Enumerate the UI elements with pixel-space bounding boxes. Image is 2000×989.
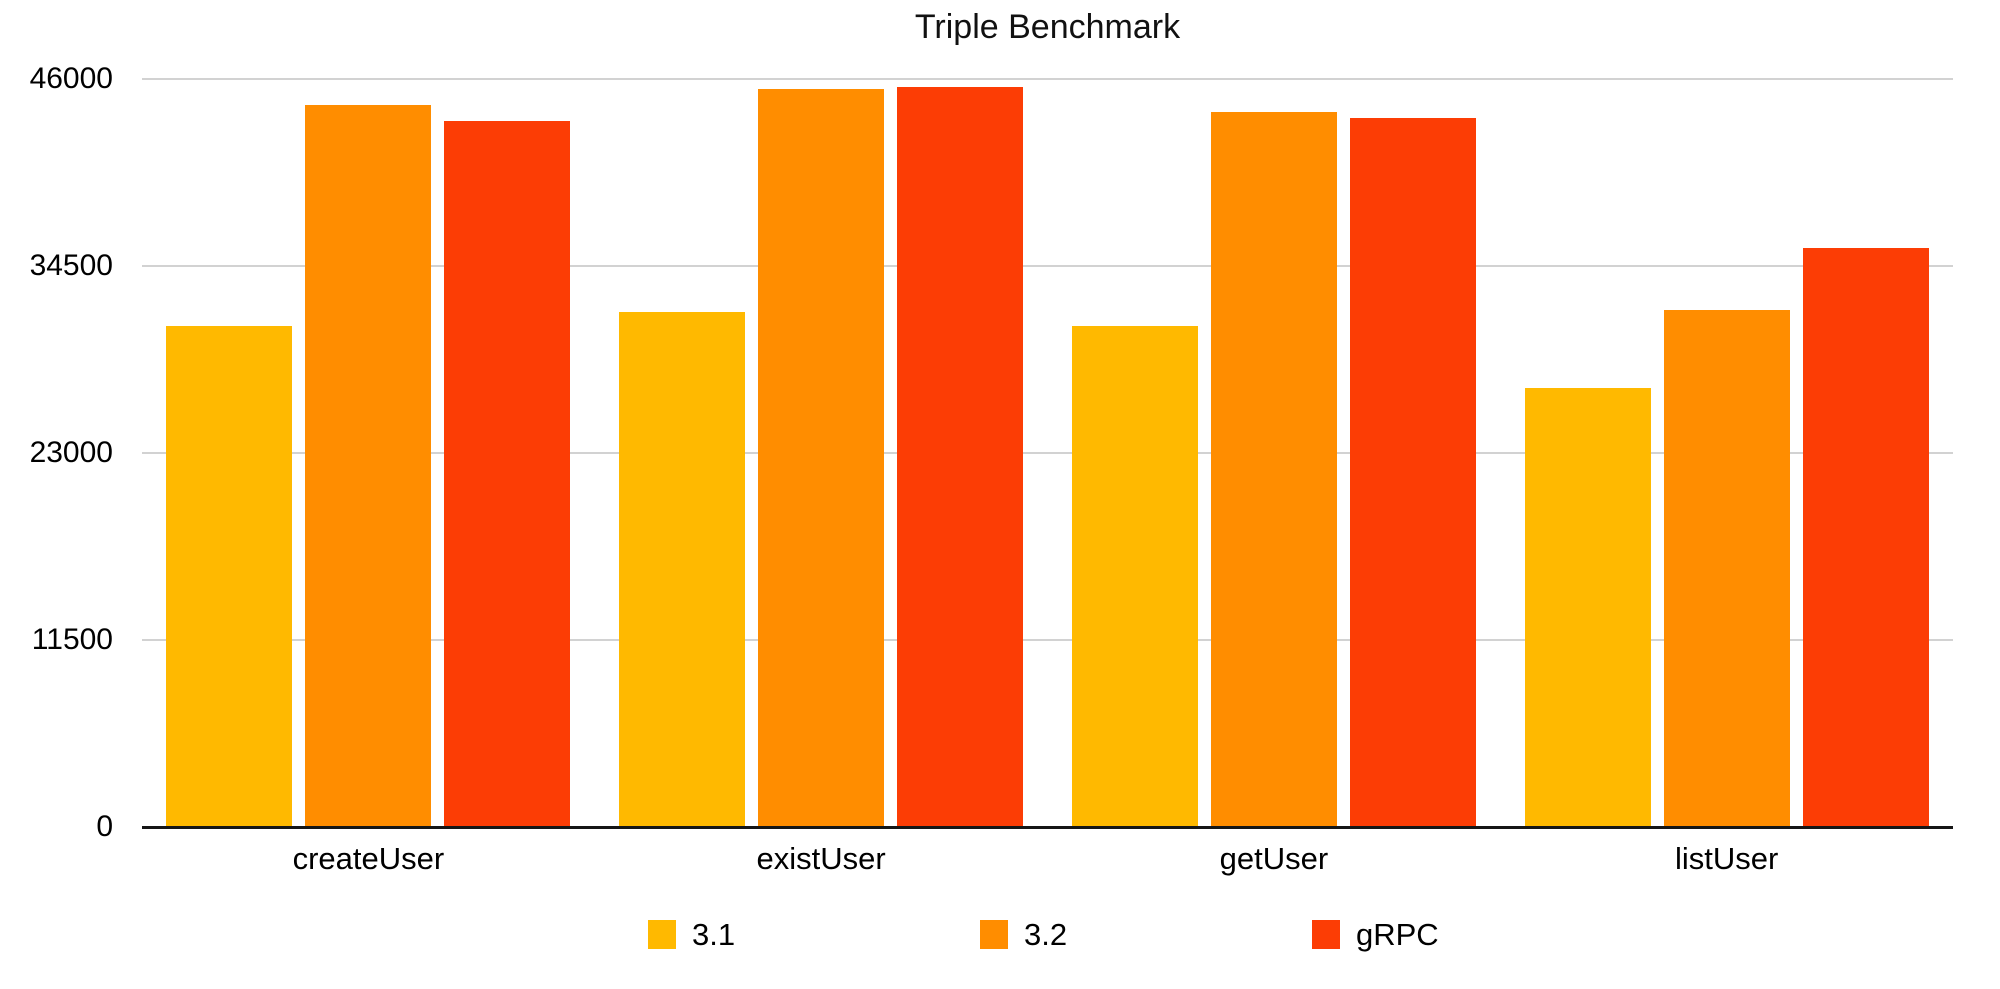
- x-axis-category-label: listUser: [1674, 841, 1779, 876]
- legend-label: gRPC: [1356, 916, 1439, 952]
- legend-item-3.1: 3.1: [648, 916, 735, 952]
- bar-existUser-3.1: [619, 311, 746, 827]
- bar-existUser-3.2: [758, 88, 885, 827]
- x-axis-category-label: createUser: [292, 841, 445, 876]
- legend-label: 3.2: [1024, 916, 1068, 952]
- chart-title: Triple Benchmark: [914, 8, 1181, 46]
- bar-listUser-3.2: [1663, 309, 1790, 827]
- legend-item-gRPC: gRPC: [1312, 916, 1439, 952]
- bar-createUser-3.2: [305, 105, 432, 827]
- gridline: [142, 452, 1953, 454]
- y-axis-tick-label: 23000: [29, 436, 113, 469]
- y-axis-tick-label: 46000: [29, 62, 113, 95]
- y-axis-tick-label: 0: [96, 810, 113, 843]
- legend-swatch-icon: [1312, 919, 1340, 949]
- bar-getUser-gRPC: [1349, 118, 1476, 827]
- gridline: [142, 639, 1953, 641]
- gridline: [142, 78, 1953, 80]
- bar-listUser-gRPC: [1802, 248, 1929, 827]
- x-axis-category-label: getUser: [1219, 841, 1329, 876]
- bar-getUser-3.1: [1071, 326, 1198, 827]
- x-axis-line: [142, 826, 1953, 829]
- y-axis-tick-label: 34500: [29, 249, 113, 282]
- bar-listUser-3.1: [1524, 387, 1651, 827]
- bar-existUser-gRPC: [897, 87, 1024, 827]
- legend-item-3.2: 3.2: [980, 916, 1067, 952]
- legend-swatch-icon: [980, 919, 1008, 949]
- gridline: [142, 265, 1953, 267]
- legend-swatch-icon: [648, 919, 676, 949]
- bar-createUser-gRPC: [444, 121, 571, 827]
- y-axis-tick-label: 11500: [31, 623, 113, 656]
- legend-label: 3.1: [692, 916, 736, 952]
- bar-getUser-3.2: [1210, 111, 1337, 827]
- bar-createUser-3.1: [166, 326, 293, 827]
- x-axis-category-label: existUser: [756, 841, 886, 876]
